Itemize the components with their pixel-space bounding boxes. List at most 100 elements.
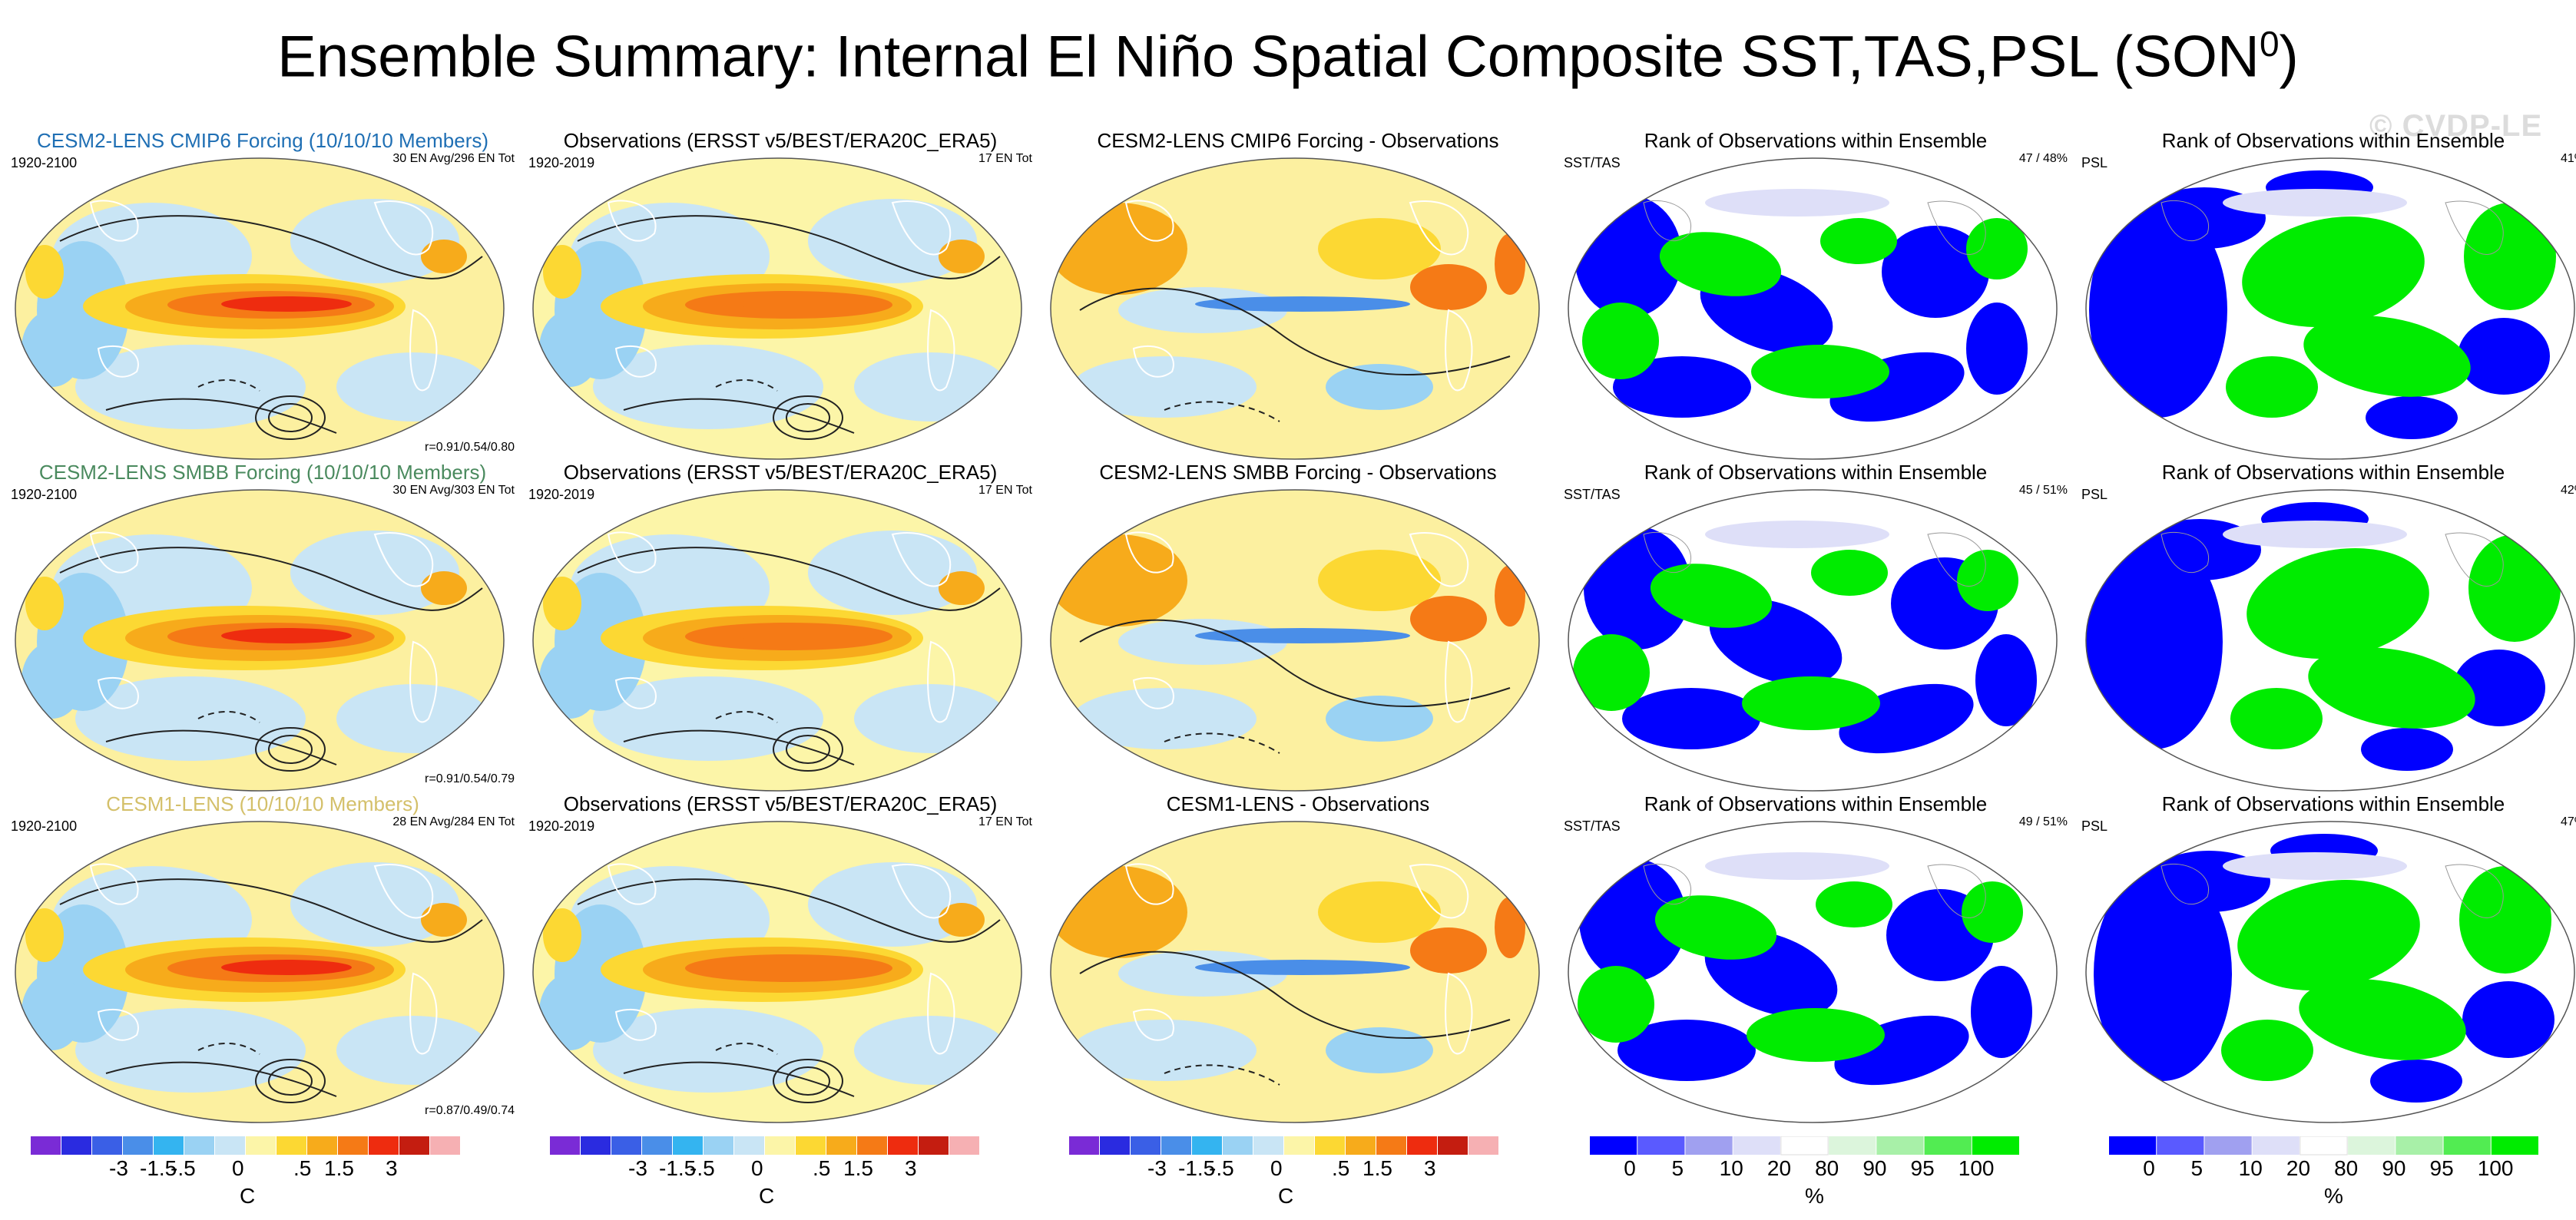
diff-warm-north-pacific (1051, 534, 1187, 627)
panel-count-label: 45 / 51% (2018, 484, 2068, 497)
psl-contour-ring-2 (255, 395, 326, 440)
diff-contour-dashed (1164, 732, 1280, 754)
map-outline (15, 157, 505, 460)
colorbar-swatch (1192, 1136, 1222, 1155)
rank-low-region (2462, 981, 2554, 1058)
colorbar-unit-label: C (240, 1184, 256, 1208)
map-outline (1568, 489, 2058, 792)
panel-count-label: 42% (2560, 484, 2576, 497)
anomaly-cool-north-atlantic (290, 862, 459, 947)
map-panel: Rank of Observations within Ensemble PSL 4… (2077, 129, 2576, 461)
colorbar-swatch (430, 1136, 460, 1155)
page-title-text: Ensemble Summary: Internal El Niño Spati… (277, 24, 2260, 90)
global-map (2085, 489, 2575, 792)
colorbar-swatch (246, 1136, 276, 1155)
panel-title: Observations (ERSST v5/BEST/ERA20C_ERA5) (563, 792, 998, 815)
colorbar-tick-label: -3 (628, 1156, 647, 1180)
diff-warm-east-edge (1495, 565, 1525, 627)
panel-period-label: 1920-2100 (11, 155, 78, 170)
anomaly-cool-south-atlantic (336, 352, 490, 422)
diff-contour-dashed (1164, 401, 1280, 422)
psl-contour-dashed (715, 379, 778, 392)
global-map (2085, 157, 2575, 460)
coastline-south-america (1445, 972, 1473, 1055)
panel-count-label: 49 / 51% (2018, 815, 2068, 828)
colorbar-swatch (1253, 1136, 1283, 1155)
anomaly-cool-north-atlantic (808, 862, 977, 947)
rank-mid-region (2223, 852, 2407, 880)
map-outline (2085, 489, 2575, 792)
diff-cool-south (1072, 1020, 1257, 1081)
anomaly-cool-indian (22, 310, 83, 387)
colorbar-swatch (734, 1136, 764, 1155)
colorbar-tick-label: -.5 (1209, 1156, 1234, 1180)
map-panel: Rank of Observations within Ensemble SST/… (1559, 461, 2072, 792)
map-outline (15, 489, 505, 792)
coastline-australia (97, 345, 139, 378)
psl-contour-dashed (197, 710, 260, 723)
coastline-north-america (2445, 532, 2504, 587)
coastline-north-america (373, 532, 434, 587)
colorbar-swatch (2491, 1136, 2538, 1155)
psl-contour-dashed (715, 1042, 778, 1055)
rank-high-region (2459, 866, 2551, 974)
page-title-close: ) (2279, 24, 2299, 90)
colorbar-swatch (1346, 1136, 1376, 1155)
rank-low-region (2086, 534, 2223, 749)
colorbar-swatch (826, 1136, 856, 1155)
colorbar-swatch (1131, 1136, 1161, 1155)
psl-contour-south (623, 729, 855, 765)
colorbar-tick-label: 95 (2429, 1156, 2454, 1180)
map-panel: CESM2-LENS SMBB Forcing (10/10/10 Member… (6, 461, 519, 792)
global-map (15, 489, 505, 792)
colorbar-tick-label: 10 (2238, 1156, 2263, 1180)
coastline-australia (614, 676, 657, 709)
map-panel: Rank of Observations within Ensemble PSL 4… (2077, 461, 2576, 792)
rank-high-region (1816, 881, 1892, 927)
panel-count-label: 30 EN Avg/303 EN Tot (392, 484, 515, 497)
rank-mid-region (1705, 852, 1889, 880)
colorbar-tick-label: 0 (1270, 1156, 1283, 1180)
colorbar-swatch (154, 1136, 184, 1155)
coastline-australia (1132, 345, 1174, 378)
rank-low-region (2094, 866, 2232, 1081)
coastline-australia (614, 1008, 657, 1041)
rank-mid-region (1705, 521, 1889, 548)
colorbar-unit-label: % (2324, 1184, 2343, 1208)
psl-contour-south (105, 1061, 337, 1097)
diff-contour-1 (1079, 619, 1511, 707)
colorbar-swatch (1876, 1136, 1924, 1155)
rank-mid-region (1705, 189, 1889, 217)
rank-high-region (2242, 216, 2425, 328)
rank-high-region (2237, 879, 2420, 991)
coastline-north-america (1409, 532, 1469, 587)
global-map (1050, 157, 1540, 460)
coastline-north-america (1927, 532, 1986, 587)
rank-low-region (2089, 203, 2227, 418)
panel-title: Rank of Observations within Ensemble (1644, 129, 1988, 152)
colorbar-swatch (369, 1136, 399, 1155)
colorbar-swatches (550, 1136, 979, 1155)
anomaly-cool-south-atlantic (854, 352, 1008, 422)
coastline-south-america (927, 640, 955, 723)
rank-high-region (2226, 356, 2318, 418)
colorbar-swatch (1780, 1136, 1829, 1156)
coastline-south-america (409, 640, 438, 723)
panel-period-label: PSL (2081, 155, 2108, 170)
colorbar-swatch (338, 1136, 368, 1155)
anomaly-cool-north-atlantic (808, 199, 977, 283)
psl-contour-north (577, 547, 1001, 611)
colorbar-swatch (1685, 1136, 1733, 1155)
panel-count-label: 28 EN Avg/284 EN Tot (392, 815, 515, 828)
rank-high-region (1747, 1008, 1885, 1062)
panel-count-label: 17 EN Tot (978, 152, 1032, 165)
map-outline (1050, 821, 1540, 1123)
diff-warm-north-pacific (1051, 203, 1187, 295)
colorbar-swatch (2157, 1136, 2204, 1155)
colorbar-tick-label: 0 (2143, 1156, 2155, 1180)
watermark: © CVDP-LE (2369, 109, 2543, 143)
panel-title: CESM1-LENS - Observations (1166, 792, 1430, 815)
anomaly-warm-tongue-core (739, 960, 869, 975)
anomaly-warm-indian (25, 577, 64, 630)
anomaly-warm-indian (543, 245, 581, 299)
